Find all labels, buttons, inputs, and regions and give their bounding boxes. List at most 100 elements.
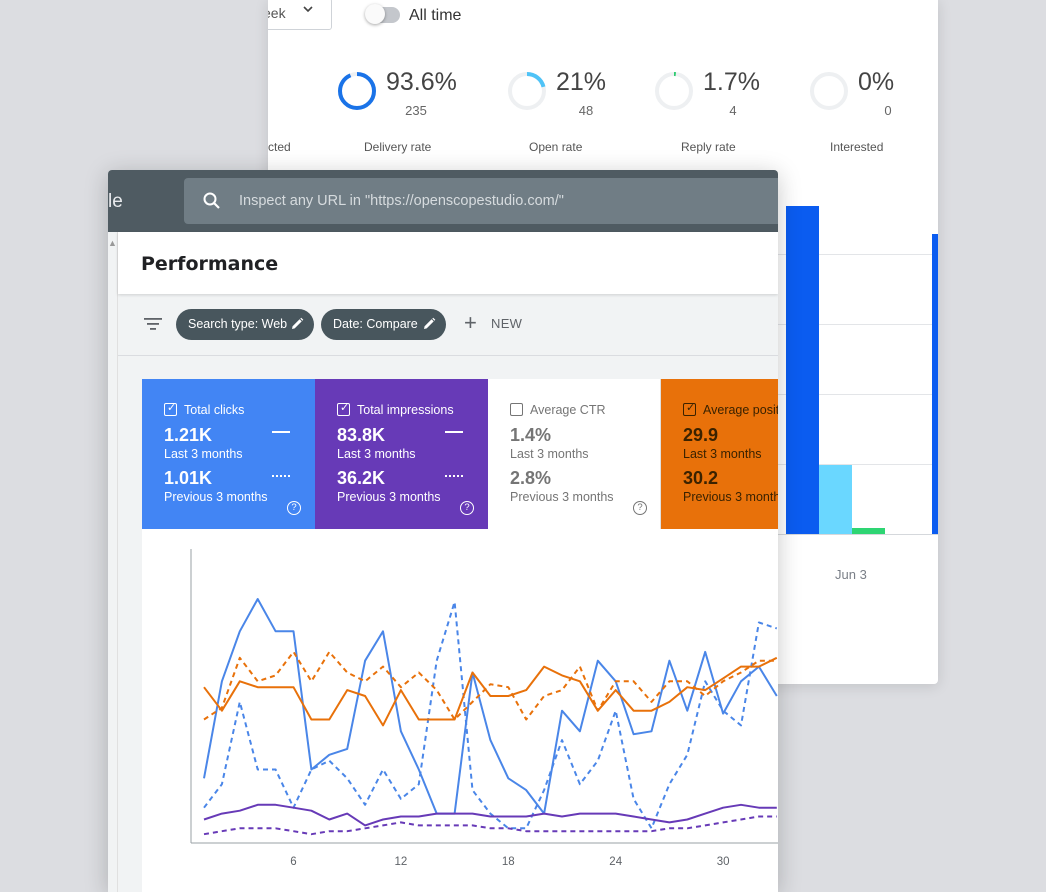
metric-current-value: 83.8K (337, 425, 386, 445)
gridline (778, 394, 938, 395)
metric-card-average-position[interactable]: ✓ Average positi 29.9 Last 3 months 30.2… (661, 379, 778, 529)
all-time-toggle[interactable] (365, 4, 400, 24)
left-rail (108, 232, 118, 892)
metric-previous-period: Previous 3 months (164, 490, 268, 504)
search-icon (202, 191, 222, 211)
metric-card-total-clicks[interactable]: ✓ Total clicks 1.21K Last 3 months 1.01K… (142, 379, 315, 529)
interested-count: 0 (884, 103, 892, 118)
filter-bar: Search type: Web Date: Compare + NEW (118, 294, 778, 356)
open-rate-ring (508, 72, 546, 110)
delivery-rate-label: Delivery rate (364, 140, 432, 154)
period-select[interactable]: eek (268, 0, 332, 30)
bar-replied (852, 528, 885, 534)
metric-current-value: 1.21K (164, 425, 213, 445)
performance-chart-panel: 6 12 18 24 30 (142, 529, 778, 892)
metric-title: Total clicks (184, 403, 245, 417)
metric-card-total-impressions[interactable]: ✓ Total impressions 83.8K Last 3 months … (315, 379, 488, 529)
metric-current-value: 1.4% (510, 425, 552, 445)
chevron-down-icon (302, 3, 314, 18)
all-time-label: All time (409, 7, 462, 24)
ring-progress (338, 72, 376, 110)
open-rate-percent: 21% (556, 68, 607, 96)
interested-stat: 0% 0 Interested (808, 68, 938, 158)
delivery-rate-ring (338, 72, 376, 110)
performance-line-chart: 6 12 18 24 30 (190, 549, 778, 868)
help-icon[interactable]: ? (460, 501, 474, 515)
reply-rate-ring (655, 72, 693, 110)
dashed-line-legend-icon (445, 475, 463, 477)
chip-label: Date: Compare (333, 317, 418, 331)
metric-previous-period: Previous 3 months (337, 490, 441, 504)
metric-cards: ✓ Total clicks 1.21K Last 3 months 1.01K… (142, 379, 778, 529)
metric-title: Average positi (703, 403, 778, 417)
dashed-line-legend-icon (272, 475, 290, 477)
chip-label: Search type: Web (188, 317, 288, 331)
reply-rate-percent: 1.7% (703, 68, 760, 96)
open-rate-stat: 21% 48 Open rate (506, 68, 656, 158)
edit-pencil-icon (290, 317, 304, 331)
series-line-position_previous (203, 650, 777, 721)
interested-percent: 0% (858, 68, 895, 96)
bar-opened (819, 465, 852, 534)
metric-card-average-ctr[interactable]: Average CTR 1.4% Last 3 months 2.8% Prev… (488, 379, 661, 529)
metric-current-period: Last 3 months (683, 447, 762, 461)
bar-chart-date-label: Jun 3 (835, 567, 867, 582)
open-rate-count: 48 (578, 103, 594, 118)
series-line-impressions_current (203, 803, 777, 827)
checkbox-unchecked[interactable] (510, 403, 523, 416)
bar-next-delivered (932, 234, 938, 534)
metric-current-period: Last 3 months (337, 447, 416, 461)
filter-icon[interactable] (143, 316, 163, 332)
interested-ring (810, 72, 848, 110)
metric-previous-value: 2.8% (510, 468, 552, 488)
help-icon[interactable]: ? (287, 501, 301, 515)
series-line-impressions_previous (203, 815, 777, 836)
interested-label: Interested (830, 140, 884, 154)
delivery-rate-stat: 93.6% 235 Delivery rate (336, 68, 486, 158)
baseline (778, 534, 938, 535)
delivery-rate-count: 235 (405, 103, 427, 118)
x-tick-label: 30 (717, 856, 730, 868)
series-line-position_current (203, 656, 778, 727)
ring-progress (655, 72, 693, 110)
help-icon[interactable]: ? (633, 501, 647, 515)
gridline (778, 324, 938, 325)
search-placeholder: Inspect any URL in "https://openscopestu… (239, 193, 564, 209)
solid-line-legend-icon (445, 431, 463, 433)
url-inspect-search[interactable]: Inspect any URL in "https://openscopestu… (184, 178, 778, 224)
gridline (778, 254, 938, 255)
ring-track (810, 72, 848, 110)
new-filter-button[interactable]: + NEW (464, 310, 534, 336)
ring-track (655, 72, 693, 110)
open-rate-label: Open rate (529, 140, 583, 154)
x-tick-label: 24 (609, 856, 622, 868)
bar-delivered (786, 206, 819, 534)
metric-title: Average CTR (530, 403, 606, 417)
performance-header: Performance (118, 232, 778, 294)
search-console-window: le Inspect any URL in "https://openscope… (108, 170, 778, 892)
checkbox-checked[interactable]: ✓ (337, 402, 350, 416)
x-tick-label: 18 (502, 856, 515, 868)
search-type-chip[interactable]: Search type: Web (176, 309, 314, 340)
metric-current-value: 29.9 (683, 425, 719, 445)
checkbox-checked[interactable]: ✓ (683, 402, 696, 416)
metric-previous-value: 36.2K (337, 468, 386, 488)
solid-line-legend-icon (272, 431, 290, 433)
date-compare-chip[interactable]: Date: Compare (321, 309, 446, 340)
top-bar: le Inspect any URL in "https://openscope… (108, 170, 778, 232)
checkbox-checked[interactable]: ✓ (164, 402, 177, 416)
toggle-knob (365, 4, 385, 24)
reply-rate-count: 4 (729, 103, 737, 118)
metric-previous-value: 1.01K (164, 468, 213, 488)
reply-rate-label: Reply rate (681, 140, 736, 154)
new-filter-label: NEW (491, 316, 523, 331)
edit-pencil-icon (422, 317, 436, 331)
period-select-value: eek (268, 5, 286, 21)
ring-progress (508, 72, 546, 110)
plus-icon: + (464, 310, 477, 335)
x-tick-label: 12 (395, 856, 408, 868)
rail-caret-icon: ▲ (108, 238, 117, 248)
metric-previous-period: Previous 3 months (510, 490, 614, 504)
series-line-clicks_previous (203, 600, 778, 830)
series-line-clicks_current (203, 598, 778, 815)
